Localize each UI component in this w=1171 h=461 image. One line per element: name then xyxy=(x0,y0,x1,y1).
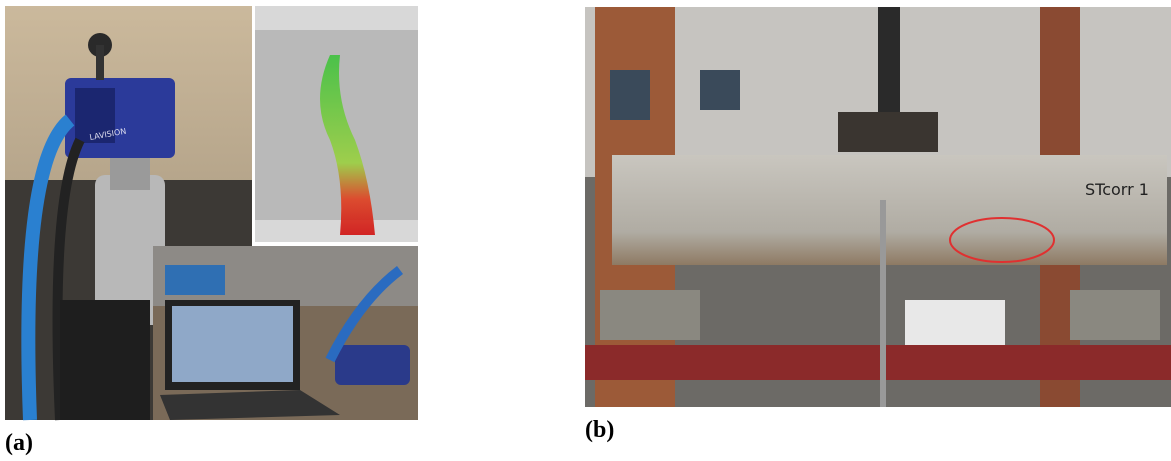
panel-label: (b) xyxy=(585,417,614,444)
beam-marking: STcorr 1 xyxy=(1085,180,1149,199)
laptop-photo xyxy=(153,246,418,420)
beam-photo: STcorr 1 xyxy=(585,7,1171,407)
figure: LAVISION STcorr 1 xyxy=(0,0,1171,461)
dic-image xyxy=(255,6,418,242)
figure-photos: LAVISION STcorr 1 xyxy=(0,0,1171,461)
panel-label: (a) xyxy=(5,430,33,457)
